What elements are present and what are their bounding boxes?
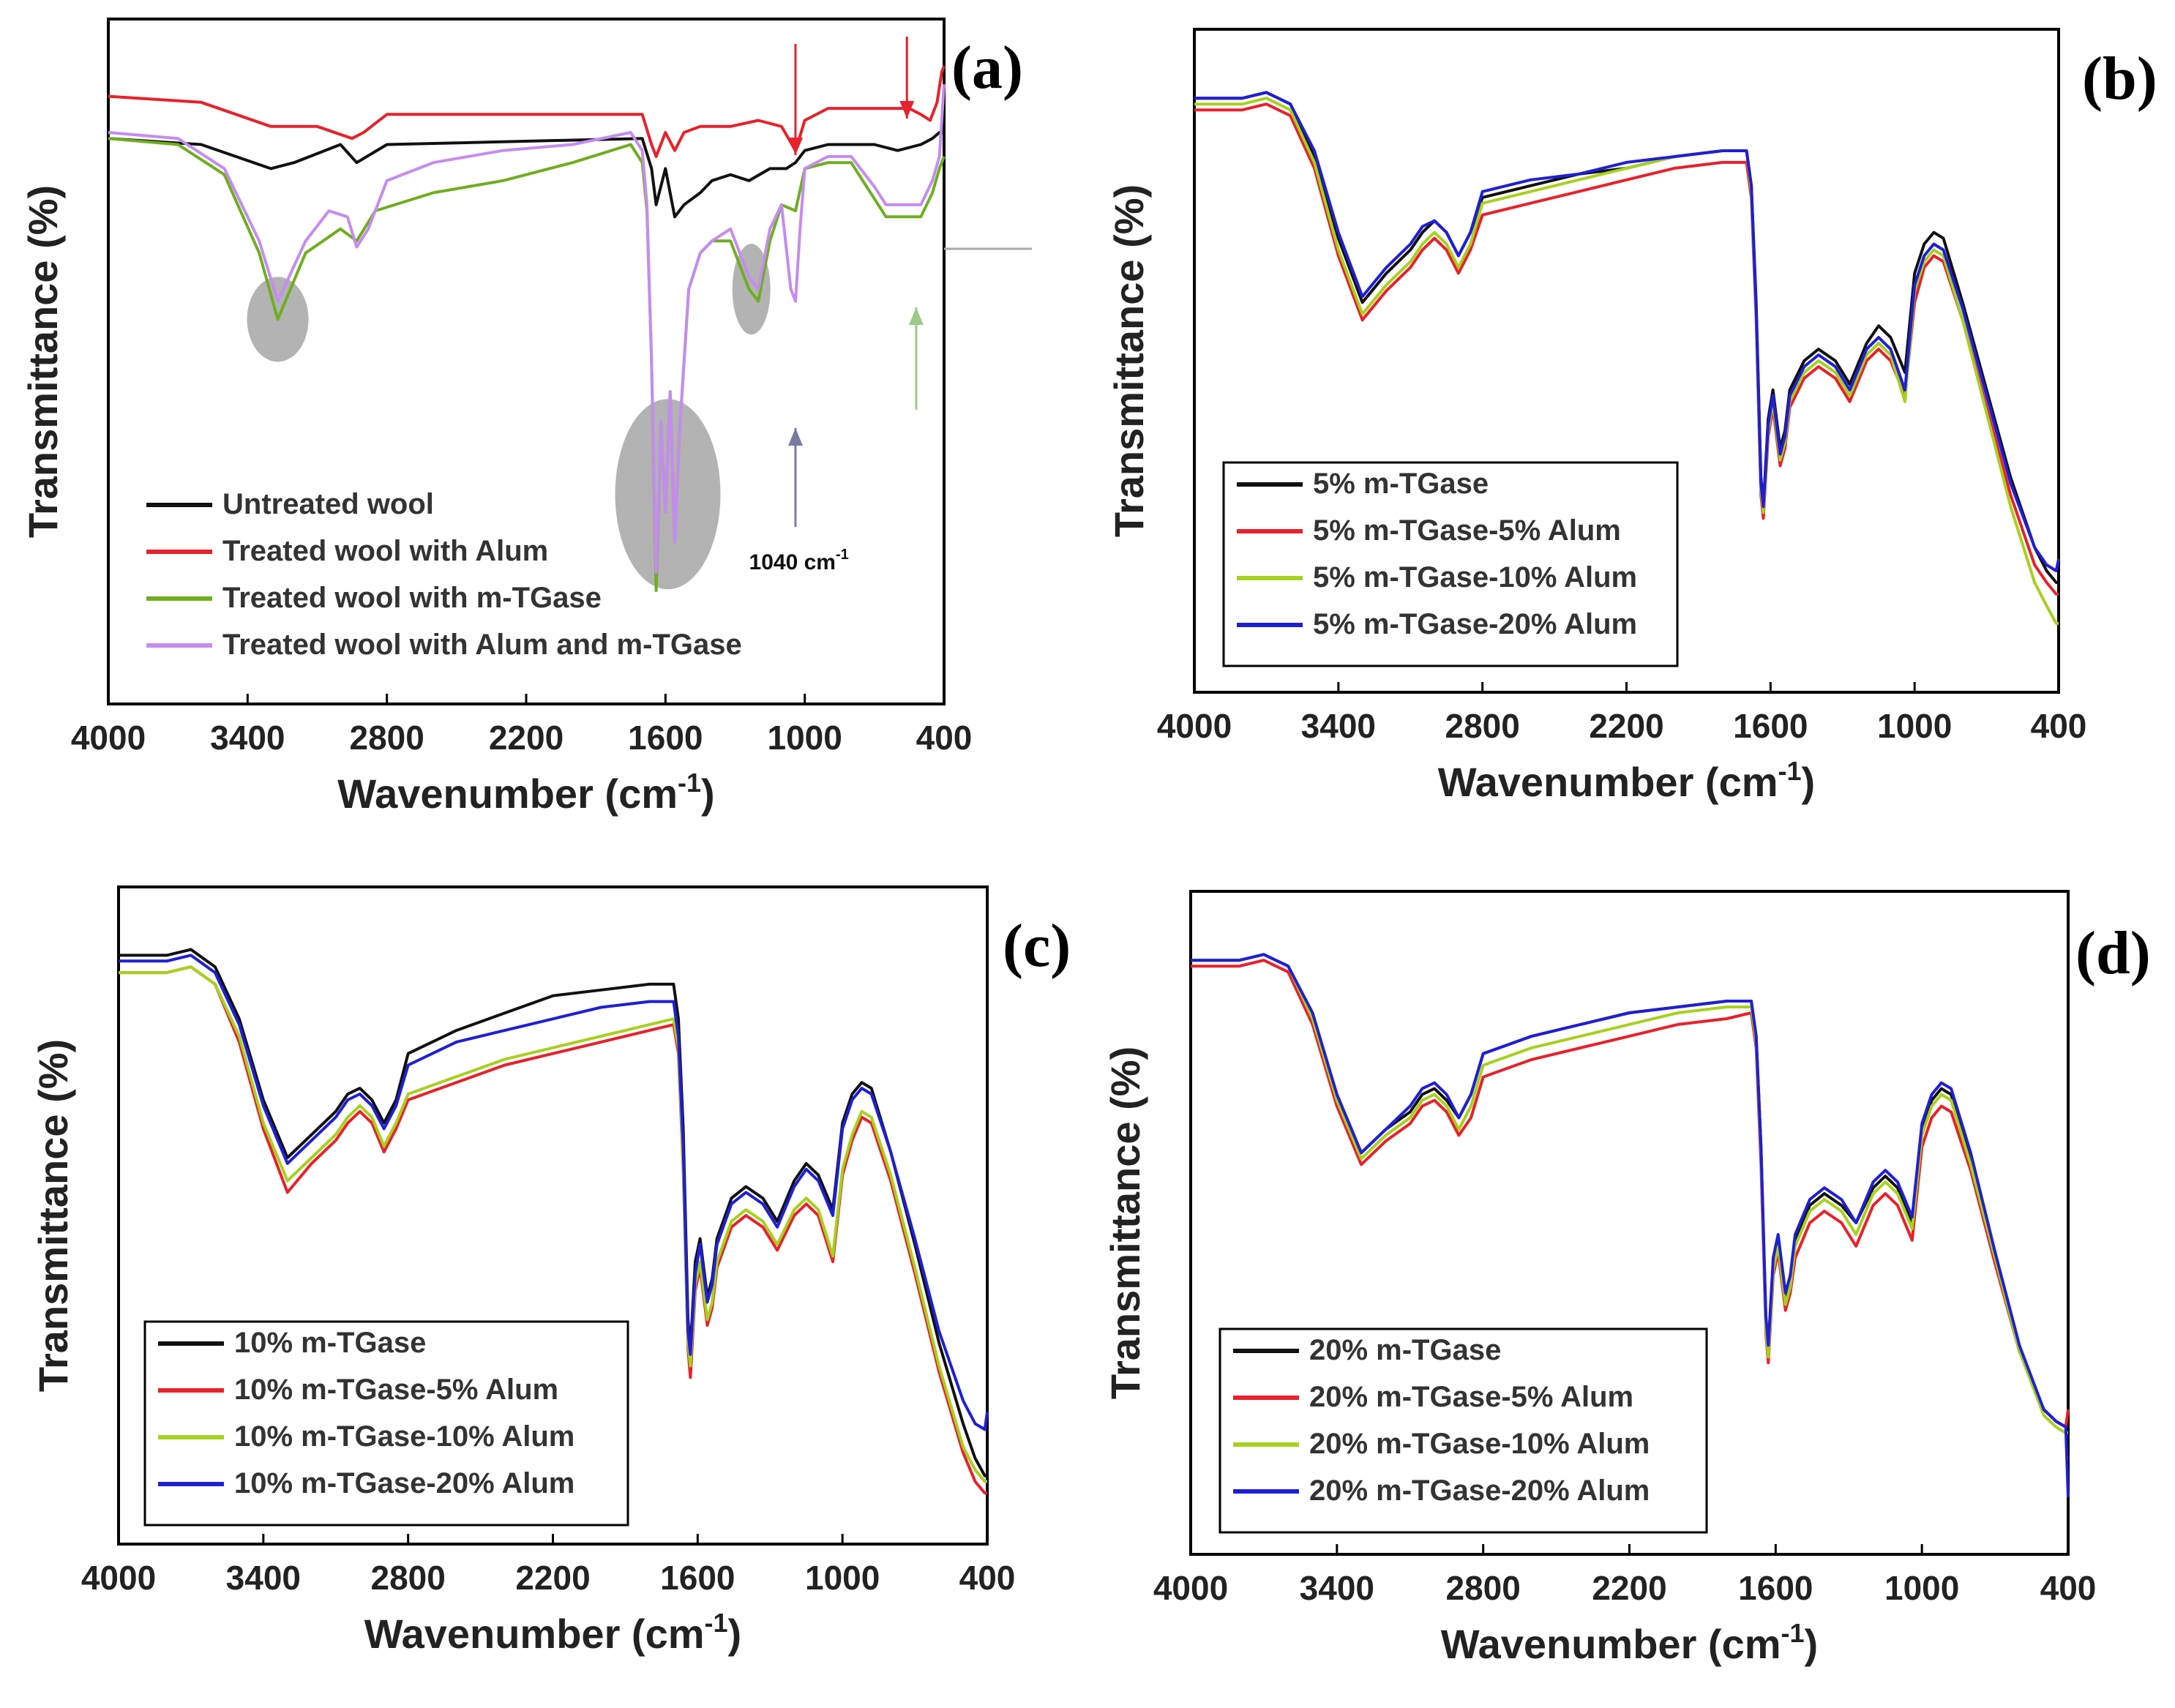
x-tick-label: 1000 xyxy=(805,1559,880,1597)
series-line xyxy=(108,131,944,219)
x-tick-label: 3400 xyxy=(1301,707,1376,745)
x-tick-label: 3400 xyxy=(1300,1569,1374,1607)
legend-label: Treated wool with m-TGase xyxy=(222,582,602,614)
series-line xyxy=(1194,91,2060,572)
x-tick-label: 1600 xyxy=(628,719,703,757)
series-line xyxy=(1191,953,2068,1434)
blue-arrow-head xyxy=(787,428,803,446)
green-arrow-head xyxy=(908,307,924,325)
series-line xyxy=(119,965,987,1495)
y-axis-title: Transmittance (%) xyxy=(30,1039,76,1392)
x-tick-label: 400 xyxy=(916,719,973,757)
x-tick-label: 1000 xyxy=(1884,1569,1959,1607)
legend-label: 5% m-TGase-20% Alum xyxy=(1313,608,1637,640)
legend-label: 20% m-TGase xyxy=(1309,1334,1501,1366)
x-tick-label: 1000 xyxy=(767,719,842,757)
panel-b: 4000 3400 2800 2200 1600 1000 400 Wavenumber (c… xyxy=(1106,28,2157,805)
x-axis-title: Wavenumber (cm-1) xyxy=(1438,756,1815,805)
x-tick-label: 2800 xyxy=(1445,1569,1520,1607)
x-tick-label: 4000 xyxy=(1153,1569,1228,1607)
series-line xyxy=(119,954,989,1431)
legend-label: Treated wool with Alum and m-TGase xyxy=(222,629,742,661)
legend-label: 20% m-TGase-10% Alum xyxy=(1309,1428,1650,1460)
x-tick-label: 2800 xyxy=(1445,707,1519,745)
x-tick-label: 1600 xyxy=(660,1559,735,1597)
y-axis-title: Transmittance (%) xyxy=(20,185,66,538)
legend-label: 20% m-TGase-20% Alum xyxy=(1309,1475,1650,1507)
highlight-ellipse xyxy=(615,399,721,590)
x-axis-title: Wavenumber (cm-1) xyxy=(1441,1618,1818,1667)
x-tick-label: 1600 xyxy=(1738,1569,1813,1607)
series-line xyxy=(119,965,987,1483)
legend-box xyxy=(1222,461,1679,667)
y-axis-title: Transmittance (%) xyxy=(1102,1046,1148,1399)
legend-label: Treated wool with Alum xyxy=(222,535,548,567)
legend-label: 10% m-TGase-5% Alum xyxy=(234,1374,558,1406)
series-line xyxy=(1191,953,2070,1497)
legend-label: 5% m-TGase xyxy=(1313,468,1489,500)
legend-label: 20% m-TGase-5% Alum xyxy=(1309,1381,1633,1413)
x-tick-label: 4000 xyxy=(71,719,146,757)
legend-label: 5% m-TGase-5% Alum xyxy=(1313,514,1621,547)
x-tick-label: 2800 xyxy=(370,1559,445,1597)
x-tick-label: 2800 xyxy=(349,719,424,757)
series-line xyxy=(108,65,946,158)
series-line xyxy=(1194,97,2059,625)
x-tick-label: 1600 xyxy=(1733,707,1808,745)
x-tick-label: 2200 xyxy=(489,719,564,757)
x-tick-label: 4000 xyxy=(81,1559,156,1597)
x-tick-label: 2200 xyxy=(515,1559,590,1597)
legend-label: 10% m-TGase-10% Alum xyxy=(234,1420,574,1453)
series-line xyxy=(1194,102,2059,596)
panel-label: (a) xyxy=(951,34,1023,102)
panel-c: 4000 3400 2800 2200 1600 1000 400 Wavenumber (c… xyxy=(30,885,1071,1657)
x-tick-label: 4000 xyxy=(1157,707,1232,745)
legend-label: 5% m-TGase-10% Alum xyxy=(1313,561,1637,593)
x-tick-label: 3400 xyxy=(210,719,285,757)
panel-d: 4000 3400 2800 2200 1600 1000 400 Wavenumber (c… xyxy=(1102,890,2151,1667)
x-axis-title: Wavenumber (cm-1) xyxy=(364,1608,741,1657)
legend-box xyxy=(1218,1327,1708,1534)
legend-label: Untreated wool xyxy=(222,488,434,520)
legend-label: 10% m-TGase-20% Alum xyxy=(234,1467,574,1499)
x-tick-label: 400 xyxy=(2040,1569,2097,1607)
x-tick-label: 2200 xyxy=(1592,1569,1666,1607)
wavenumber-annotation: 1040 cm-1 xyxy=(749,547,849,574)
x-tick-label: 1000 xyxy=(1877,707,1952,745)
x-axis-title: Wavenumber (cm-1) xyxy=(337,768,714,817)
series-line xyxy=(1191,959,2070,1428)
series-line xyxy=(108,83,946,574)
panel-label: (c) xyxy=(1003,912,1071,980)
legend-label: 10% m-TGase xyxy=(234,1327,426,1359)
legend-box xyxy=(143,1320,629,1527)
x-tick-label: 400 xyxy=(959,1559,1016,1597)
panel-label: (b) xyxy=(2082,45,2157,113)
x-tick-label: 3400 xyxy=(226,1559,301,1597)
y-axis-title: Transmittance (%) xyxy=(1106,184,1152,537)
panel-a: 1040 cm-1 4000 3400 2800 2200 1600 1000 400 Wave… xyxy=(20,18,1032,817)
panel-label: (d) xyxy=(2075,919,2151,987)
x-tick-label: 400 xyxy=(2031,707,2087,745)
x-tick-label: 2200 xyxy=(1589,707,1663,745)
